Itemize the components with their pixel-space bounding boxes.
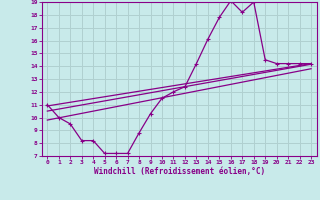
X-axis label: Windchill (Refroidissement éolien,°C): Windchill (Refroidissement éolien,°C)	[94, 167, 265, 176]
